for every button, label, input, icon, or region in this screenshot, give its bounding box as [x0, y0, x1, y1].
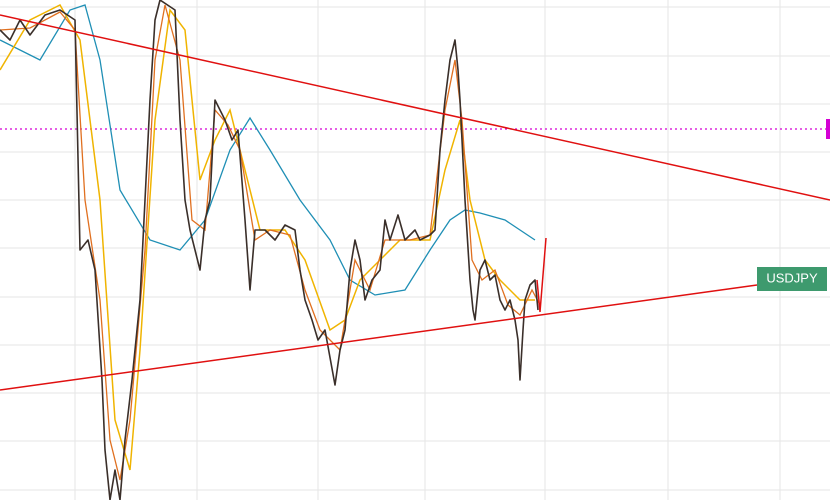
price-candles	[0, 0, 539, 500]
symbol-label: USDJPY	[766, 270, 818, 285]
price-marker	[826, 119, 830, 139]
trend-line-lower	[0, 284, 758, 391]
moving-average-fast	[0, 4, 541, 481]
trend-line-upper	[0, 14, 830, 201]
projection-arrow	[536, 237, 547, 313]
moving-average-slow	[0, 4, 536, 296]
symbol-badge	[757, 267, 827, 291]
